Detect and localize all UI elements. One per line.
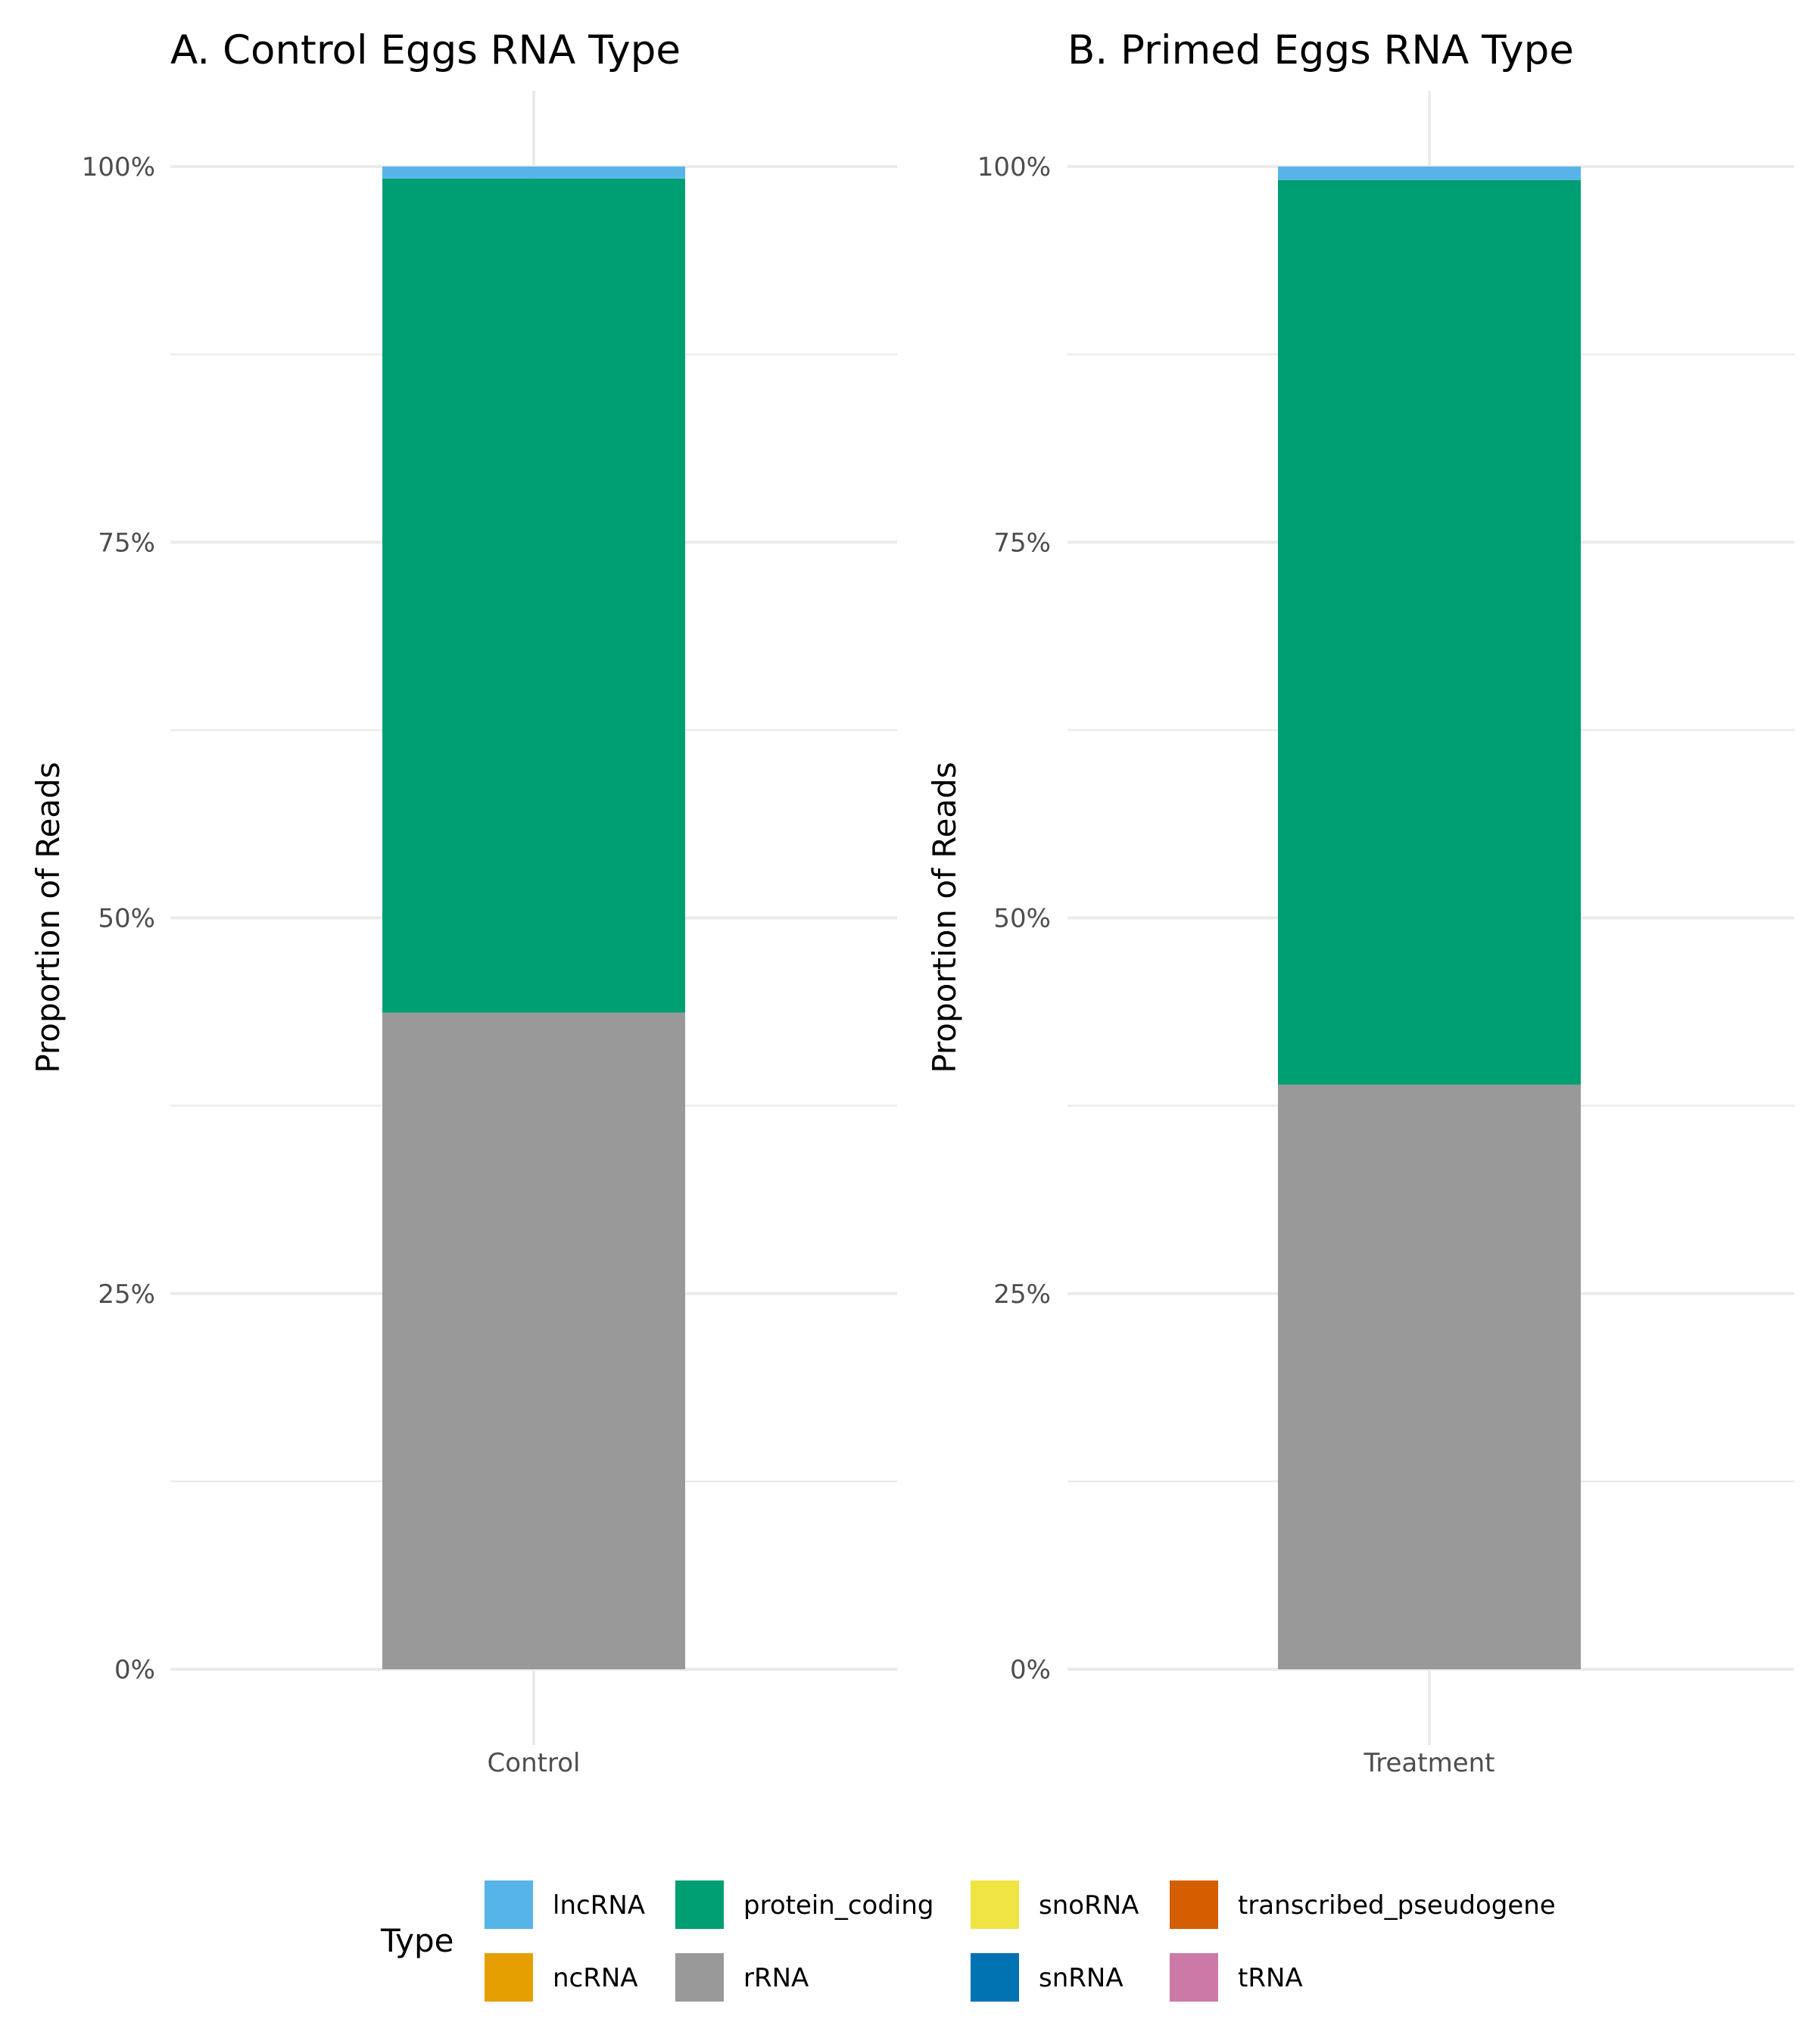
legend-key-snoRNA [971, 1880, 1019, 1929]
y-tick-label: 0% [114, 1655, 155, 1685]
panel-a-x-tick-label: Control [488, 1748, 581, 1778]
panel-a-bars [382, 167, 685, 1669]
y-tick-label: 100% [82, 152, 155, 182]
panel-b-x-tick-label: Treatment [1363, 1748, 1494, 1778]
panel-a-title: A. Control Eggs RNA Type [170, 27, 681, 73]
panel-b-bars [1278, 167, 1581, 1669]
y-tick-label: 100% [977, 152, 1051, 182]
legend-label: snRNA [1039, 1963, 1124, 1993]
panel-b-y-tick-labels: 0% 25% 50% 75% 100% [977, 152, 1051, 1685]
bar-segment-protein-coding [382, 178, 685, 1013]
bar-segment-rRNA [1278, 1084, 1581, 1669]
y-tick-label: 25% [98, 1279, 155, 1310]
panel-b-title: B. Primed Eggs RNA Type [1067, 27, 1574, 73]
y-tick-label: 0% [1010, 1655, 1051, 1685]
y-tick-label: 75% [98, 528, 155, 558]
legend-label: rRNA [743, 1963, 809, 1993]
legend-key-protein-coding [675, 1880, 724, 1929]
y-tick-label: 50% [98, 904, 155, 934]
legend-key-transcribed-pseudogene [1170, 1880, 1218, 1929]
bar-segment-protein-coding [1278, 179, 1581, 1085]
legend-key-rRNA [675, 1953, 724, 2002]
legend: Type lncRNA ncRNA protein_coding rRNA snoRNA… [380, 1880, 1556, 2002]
panel-a: A. Control Eggs RNA Type 0% 25% 50% 75% 100%… [30, 27, 897, 1778]
legend-label: lncRNA [553, 1890, 645, 1921]
legend-key-snRNA [971, 1953, 1019, 2002]
legend-title: Type [380, 1922, 453, 1959]
y-tick-label: 75% [993, 528, 1051, 558]
legend-label: snoRNA [1039, 1890, 1139, 1921]
bar-segment-lncRNA [382, 167, 685, 179]
panel-a-y-axis-label: Proportion of Reads [30, 762, 67, 1073]
bar-segment-lncRNA [1278, 167, 1581, 180]
legend-label: protein_coding [743, 1890, 934, 1921]
legend-items: lncRNA ncRNA protein_coding rRNA snoRNA snRNA… [485, 1880, 1556, 2002]
panel-a-y-tick-labels: 0% 25% 50% 75% 100% [82, 152, 155, 1685]
legend-label: transcribed_pseudogene [1238, 1890, 1556, 1921]
legend-key-ncRNA [485, 1953, 533, 2002]
y-tick-label: 25% [993, 1279, 1051, 1310]
bar-segment-rRNA [382, 1012, 685, 1669]
legend-label: ncRNA [553, 1963, 638, 1993]
panel-b-y-axis-label: Proportion of Reads [926, 762, 963, 1073]
legend-key-tRNA [1170, 1953, 1218, 2002]
legend-key-lncRNA [485, 1880, 533, 1929]
panel-b: B. Primed Eggs RNA Type 0%25%50%75%100% … [926, 27, 1794, 1778]
y-tick-label: 50% [993, 904, 1051, 934]
legend-label: tRNA [1238, 1963, 1303, 1993]
